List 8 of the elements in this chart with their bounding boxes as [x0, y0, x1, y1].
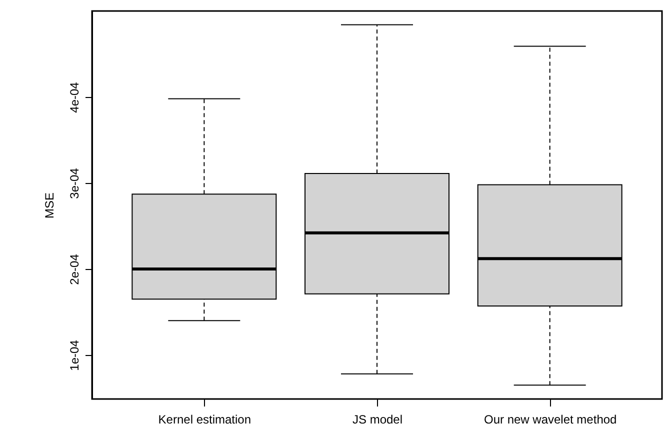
x-tick-label: JS model: [352, 412, 403, 426]
y-tick-label: 4e-04: [68, 82, 82, 113]
y-tick-label: 3e-04: [68, 168, 82, 199]
y-tick-label: 1e-04: [68, 340, 82, 371]
y-tick-label: 2e-04: [68, 254, 82, 285]
x-tick-label: Our new wavelet method: [484, 412, 617, 426]
y-axis-title: MSE: [42, 192, 56, 219]
x-tick-label: Kernel estimation: [158, 412, 252, 426]
